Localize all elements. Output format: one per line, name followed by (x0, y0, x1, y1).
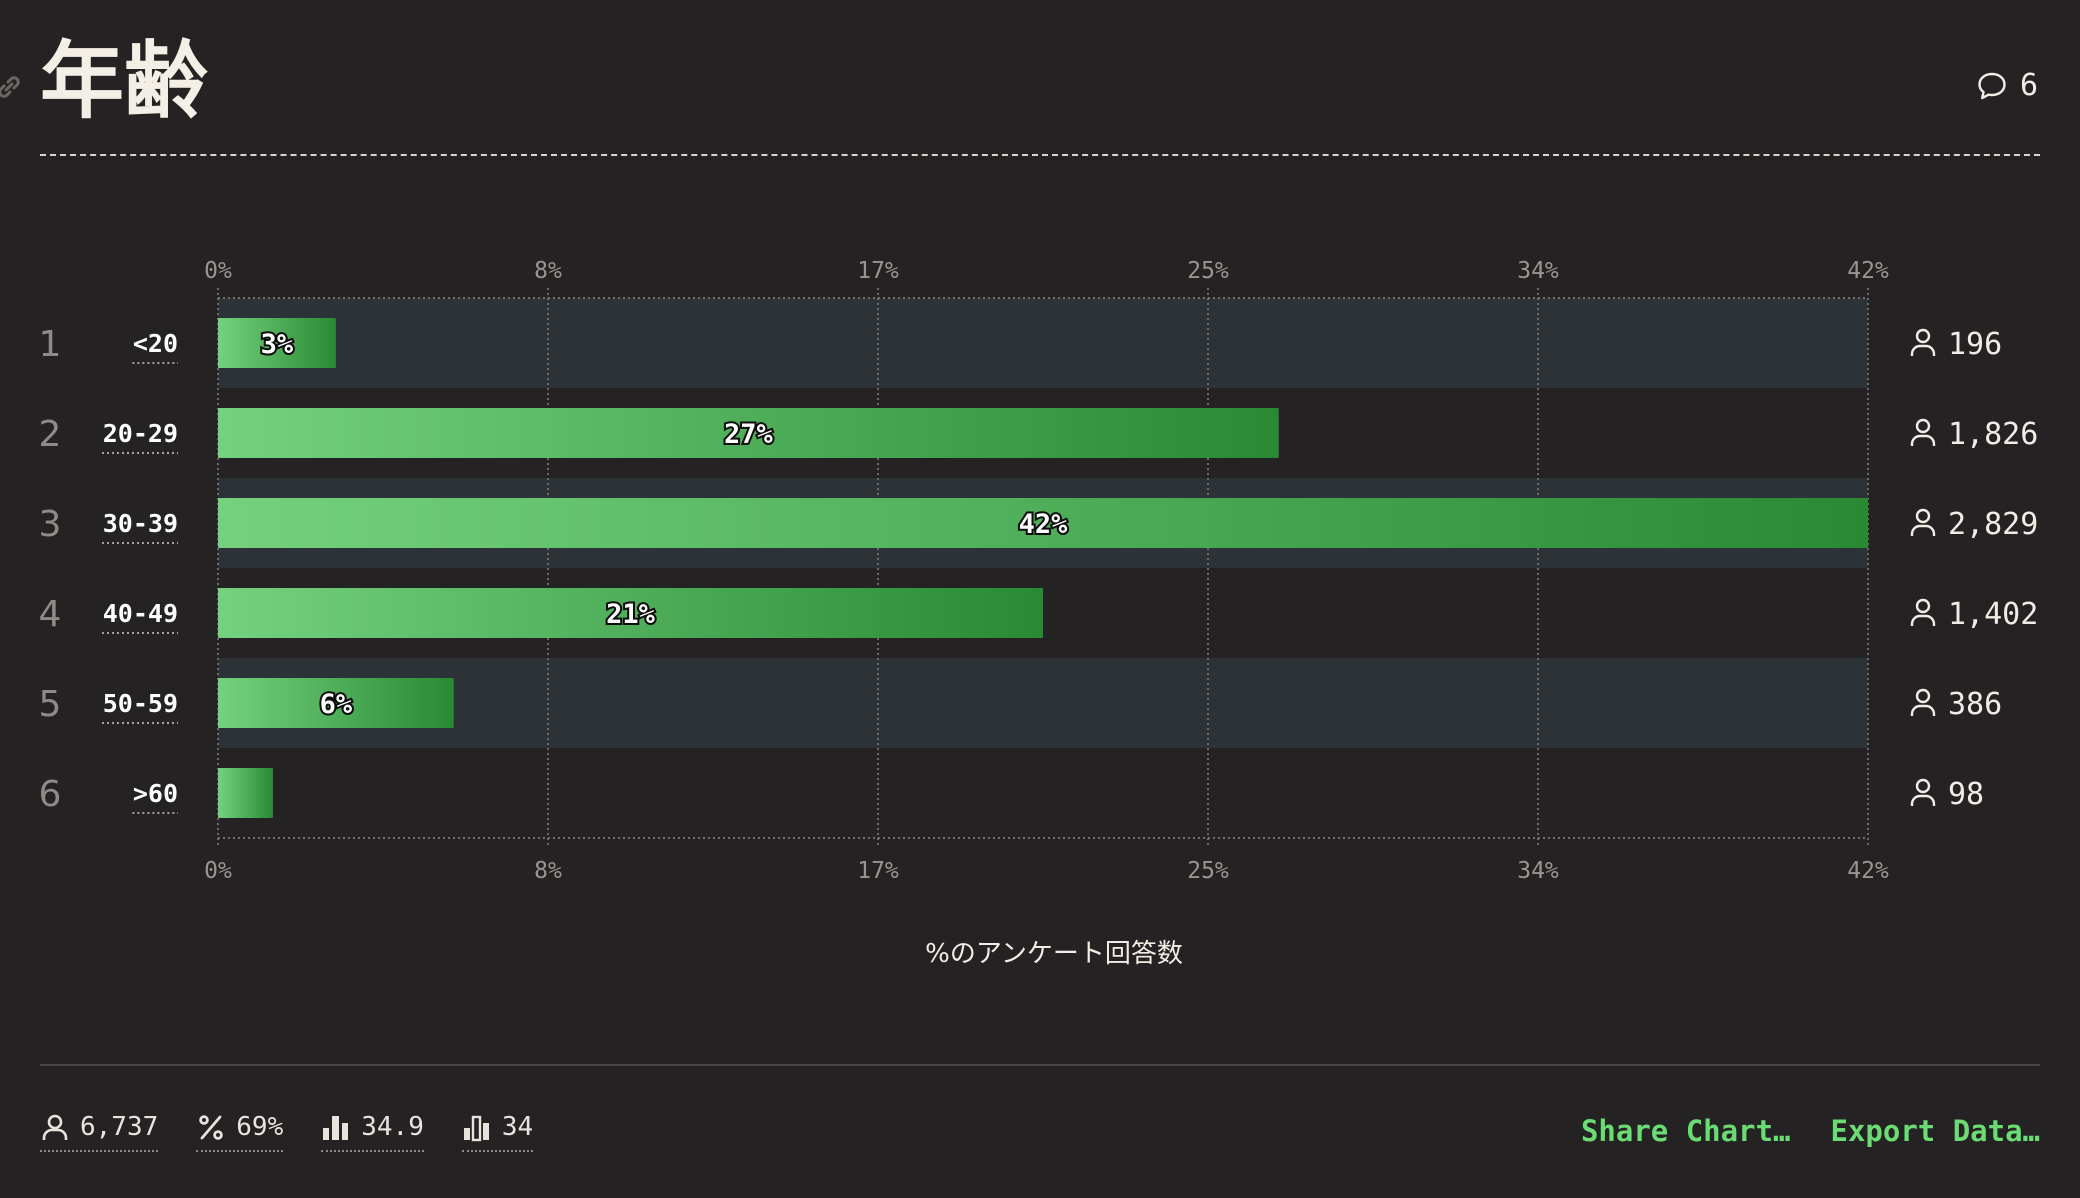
category-label: 50-59 (103, 689, 178, 718)
x-tick-label-bottom: 34% (1517, 858, 1559, 884)
row-stripe (218, 658, 1868, 748)
person-icon-body (1910, 794, 1936, 806)
respondent-count: 386 (1948, 687, 2002, 722)
x-tick-label-top: 17% (857, 258, 899, 284)
person-icon (42, 1114, 68, 1140)
rank-label: 6 (39, 774, 62, 815)
bar-chart: 0% 0% 8% 8% 17% 17% 25% 25% 34% 34% 42% 42% 1 <20 3% 19… (39, 258, 2039, 969)
respondent-count: 1,402 (1948, 597, 2038, 632)
chart-actions: Share Chart… Export Data… (1581, 1114, 2040, 1148)
person-icon (1910, 418, 1936, 446)
stat-value: 34 (501, 1112, 534, 1142)
person-icon-body (1910, 434, 1936, 446)
category-label: >60 (133, 779, 178, 808)
person-icon-head (1915, 508, 1931, 524)
bar-value-label: 6% (320, 689, 353, 720)
link-icon[interactable] (0, 72, 24, 102)
person-icon-body (1910, 344, 1936, 356)
x-tick-label-top: 25% (1187, 258, 1229, 284)
x-axis-label: %のアンケート回答数 (925, 939, 1183, 969)
x-tick-label-top: 34% (1517, 258, 1559, 284)
x-tick-label-top: 42% (1847, 258, 1889, 284)
mean-stat[interactable]: 34.9 (321, 1112, 424, 1152)
total-respondents-stat[interactable]: 6,737 (40, 1112, 159, 1152)
comments-button[interactable]: 6 (1976, 68, 2038, 103)
x-tick-label-bottom: 0% (204, 858, 232, 884)
person-icon-head (1915, 418, 1931, 434)
bar (218, 408, 1279, 458)
bar (218, 768, 273, 818)
title-divider (40, 154, 2040, 156)
x-tick-label-bottom: 17% (857, 858, 899, 884)
bar (218, 588, 1043, 638)
rank-label: 5 (39, 684, 62, 725)
bar (218, 498, 1868, 548)
person-icon-head (1915, 688, 1931, 704)
stat-value: 6,737 (80, 1112, 159, 1142)
x-tick-label-bottom: 25% (1187, 858, 1229, 884)
respondent-count: 1,826 (1948, 417, 2038, 452)
bar (218, 318, 336, 368)
person-icon-head (1915, 328, 1931, 344)
summary-stats: 6,737 69% 34.9 34 (40, 1112, 534, 1152)
page-title: 年齢 (40, 32, 209, 130)
person-icon-body (1910, 524, 1936, 536)
person-icon (1910, 598, 1936, 626)
rank-label: 2 (39, 414, 62, 455)
export-data-button[interactable]: Export Data… (1830, 1114, 2040, 1148)
bar-value-label: 3% (261, 329, 294, 360)
person-icon (1910, 508, 1936, 536)
x-tick-label-bottom: 42% (1847, 858, 1889, 884)
rank-label: 1 (39, 324, 62, 365)
person-icon-head (1915, 778, 1931, 794)
respondent-count: 2,829 (1948, 507, 2038, 542)
rank-label: 4 (39, 594, 62, 635)
category-label: <20 (133, 329, 178, 358)
bar-chart-icon (323, 1116, 349, 1140)
comment-count: 6 (2019, 68, 2038, 103)
x-tick-label-top: 8% (534, 258, 562, 284)
row-stripe (218, 298, 1868, 388)
share-chart-button[interactable]: Share Chart… (1580, 1114, 1791, 1148)
bar-chart-median-icon (463, 1115, 489, 1142)
respondent-count: 98 (1948, 777, 1984, 812)
category-label: 20-29 (103, 419, 178, 448)
person-icon-body (1910, 614, 1936, 626)
person-icon-body (1910, 704, 1936, 716)
x-tick-label-top: 0% (204, 258, 232, 284)
person-icon (1910, 328, 1936, 356)
response-rate-stat[interactable]: 69% (196, 1112, 284, 1152)
person-icon-head (1915, 598, 1931, 614)
bar (218, 678, 454, 728)
rank-label: 3 (39, 504, 62, 545)
comment-icon (1978, 72, 2006, 99)
bar-value-label: 21% (606, 599, 656, 630)
bar-value-label: 27% (724, 419, 774, 450)
stat-value: 69% (236, 1112, 284, 1142)
median-stat[interactable]: 34 (461, 1112, 534, 1152)
x-tick-label-bottom: 8% (534, 858, 562, 884)
person-icon (1910, 688, 1936, 716)
bar-value-label: 42% (1019, 509, 1069, 540)
footer-divider (40, 1064, 2040, 1066)
percent-icon (199, 1115, 224, 1140)
category-label: 40-49 (103, 599, 178, 628)
stat-value: 34.9 (361, 1112, 424, 1142)
category-label: 30-39 (103, 509, 178, 538)
respondent-count: 196 (1948, 327, 2002, 362)
person-icon (1910, 778, 1936, 806)
